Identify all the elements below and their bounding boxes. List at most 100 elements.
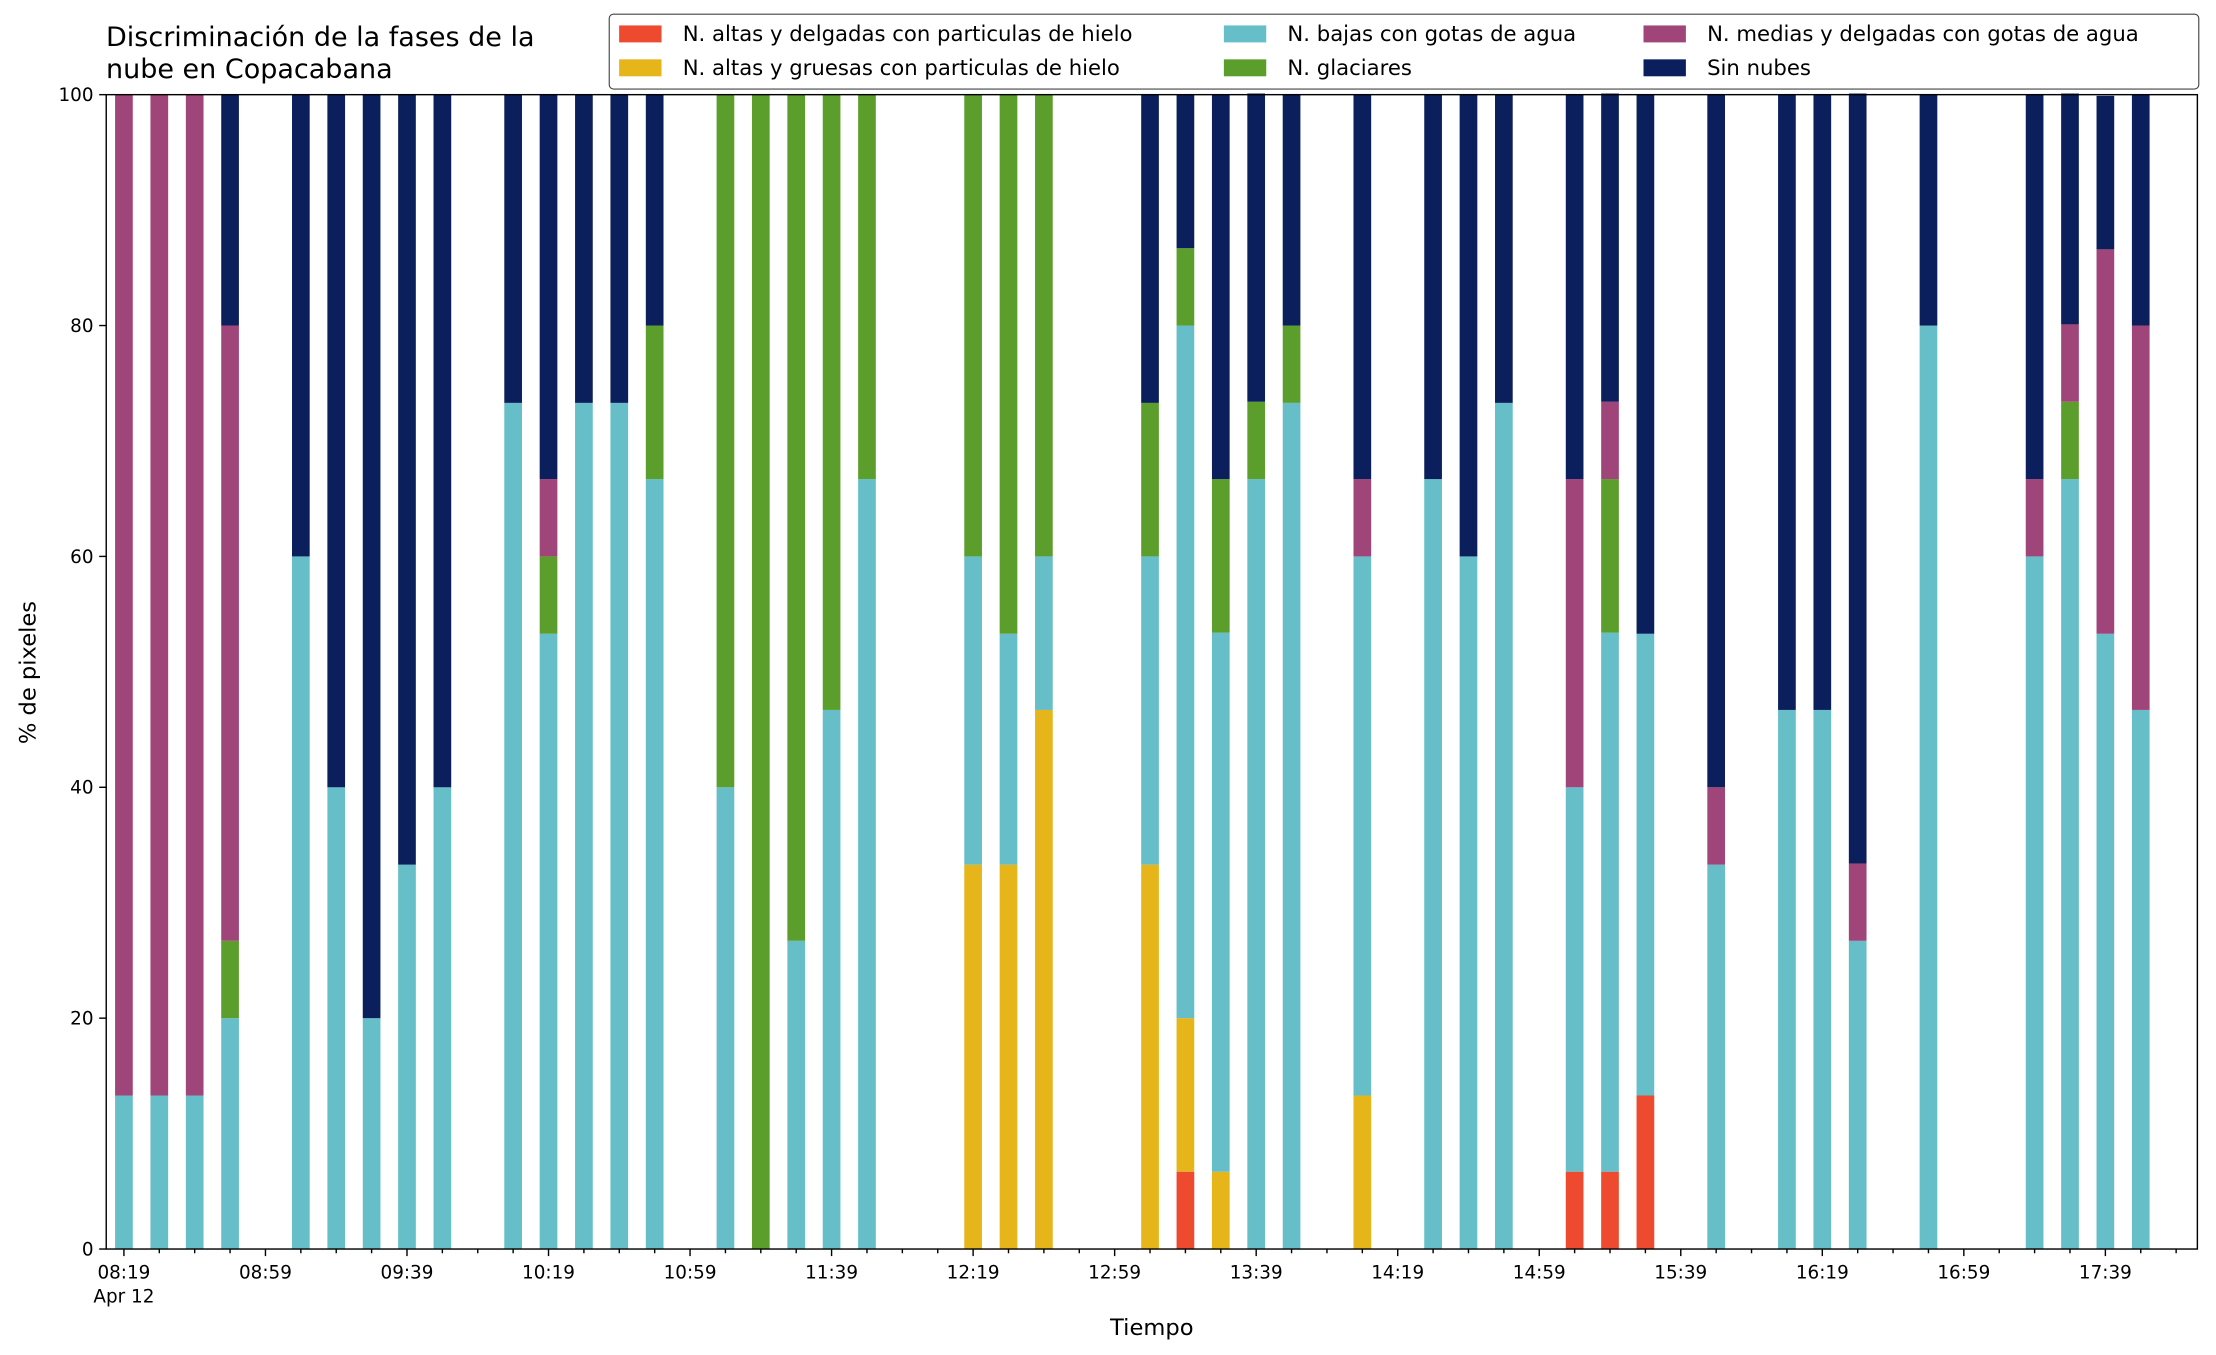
- bar-segment: [398, 94, 416, 865]
- bar-segment: [1601, 479, 1619, 633]
- bar-segment: [999, 864, 1018, 1250]
- y-tick-label: 80: [70, 316, 93, 337]
- bar-segment: [1601, 632, 1619, 1172]
- legend-label: N. bajas con gotas de agua: [1287, 21, 1576, 46]
- bar-segment: [150, 1095, 169, 1250]
- bar-segment: [1424, 94, 1442, 480]
- legend-swatch: [619, 25, 662, 43]
- bar-segment: [504, 402, 522, 1250]
- bar-segment: [2061, 401, 2079, 480]
- bar-segment: [1211, 94, 1230, 480]
- bar-segment: [1247, 479, 1266, 1250]
- bar-segment: [1176, 325, 1195, 1019]
- bar-segment: [539, 556, 558, 634]
- x-date-label: Apr 12: [93, 1287, 154, 1308]
- bar-segment: [610, 402, 629, 1250]
- bar-segment: [2131, 709, 2150, 1250]
- chart-title: Discriminación de la fases de la nube en…: [106, 22, 535, 85]
- bar-segment: [822, 94, 841, 710]
- bar-segment: [2096, 633, 2115, 1250]
- legend-swatch: [1223, 59, 1267, 77]
- bar-segment: [1176, 248, 1195, 326]
- legend-label: N. glaciares: [1287, 55, 1411, 80]
- bar-segment: [645, 479, 664, 1250]
- x-tick-label: 11:39: [805, 1263, 858, 1284]
- bar-segment: [787, 940, 806, 1250]
- bar-segment: [362, 1018, 381, 1250]
- bar-segment: [1211, 1171, 1230, 1250]
- bar-segment: [1141, 402, 1159, 557]
- bar-segment: [822, 709, 841, 1250]
- bar-segment: [1848, 940, 1867, 1250]
- x-axis-label: Tiempo: [1109, 1315, 1193, 1341]
- bar-segment: [1636, 633, 1655, 1096]
- bar-segment: [1211, 632, 1230, 1172]
- bar-segment: [1565, 479, 1584, 788]
- bar-segment: [2025, 479, 2044, 557]
- legend-box: [608, 13, 2200, 90]
- x-tick-label: 09:39: [381, 1263, 434, 1284]
- bar-segment: [1176, 94, 1195, 249]
- bar-segment: [1495, 94, 1513, 403]
- bar-segment: [1176, 1018, 1195, 1172]
- x-tick-label: 15:39: [1654, 1263, 1707, 1284]
- bar-segment: [858, 479, 876, 1250]
- bar-segment: [2025, 556, 2044, 1250]
- x-tick-label: 10:19: [522, 1263, 575, 1284]
- bar-segment: [1459, 556, 1478, 1250]
- bar-segment: [1247, 401, 1266, 480]
- bar-segment: [433, 787, 452, 1250]
- x-tick-label: 13:39: [1230, 1263, 1283, 1284]
- bar-segment: [1035, 556, 1053, 710]
- bar-segment: [291, 94, 310, 557]
- bar-segment: [610, 94, 629, 403]
- legend: N. altas y delgadas con particulas de hi…: [608, 13, 2200, 90]
- bar-segment: [1495, 402, 1513, 1250]
- bar-segment: [115, 1095, 133, 1250]
- bar-segment: [1778, 709, 1796, 1250]
- bar-segment: [1035, 94, 1053, 557]
- bar-segment: [221, 325, 239, 941]
- x-tick-label: 16:19: [1796, 1263, 1849, 1284]
- bar-segment: [221, 940, 239, 1019]
- x-tick-label: 16:59: [1937, 1263, 1990, 1284]
- y-tick-label: 20: [70, 1009, 93, 1030]
- bar-segment: [1353, 94, 1372, 480]
- x-tick-label: 12:19: [947, 1263, 1000, 1284]
- bar-segment: [2131, 325, 2150, 710]
- bar-segment: [2025, 94, 2044, 480]
- bar-segment: [291, 556, 310, 1250]
- bar-segment: [858, 94, 876, 480]
- bar-segment: [1848, 93, 1867, 864]
- bar-segment: [1035, 709, 1053, 1250]
- bar-segment: [1282, 402, 1301, 1250]
- bar-segment: [964, 864, 982, 1250]
- bar-segment: [645, 94, 664, 326]
- legend-label: N. medias y delgadas con gotas de agua: [1707, 21, 2139, 46]
- bar-segment: [1353, 556, 1372, 1096]
- bar-segment: [2096, 249, 2115, 634]
- bar-segment: [1813, 94, 1832, 710]
- bar-segment: [1282, 325, 1301, 403]
- bar-segment: [2061, 93, 2079, 325]
- bar-segment: [1353, 479, 1372, 557]
- bar-segment: [1141, 556, 1159, 865]
- bar-segment: [398, 864, 416, 1250]
- bar-segment: [716, 787, 735, 1250]
- bar-segment: [1565, 1171, 1584, 1250]
- bar-segment: [1813, 709, 1832, 1250]
- bar-segment: [1707, 94, 1726, 788]
- bar-segment: [716, 94, 735, 788]
- bar-segment: [1707, 787, 1726, 865]
- legend-label: N. altas y delgadas con particulas de hi…: [683, 21, 1133, 46]
- y-tick-label: 0: [82, 1239, 94, 1260]
- bar-segment: [1141, 94, 1159, 403]
- bar-segment: [1601, 1171, 1619, 1250]
- bar-segment: [221, 1018, 239, 1250]
- legend-swatch: [1643, 59, 1686, 77]
- legend-swatch: [1643, 25, 1686, 43]
- bar-segment: [185, 1095, 204, 1250]
- bar-segment: [1141, 864, 1159, 1250]
